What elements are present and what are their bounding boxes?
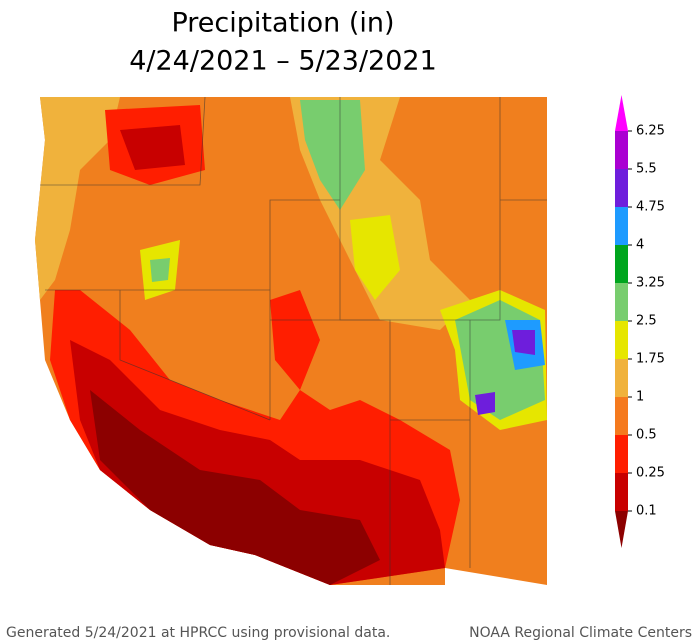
footer-left: Generated 5/24/2021 at HPRCC using provi… <box>6 625 390 641</box>
colorbar-label: 1 <box>636 390 644 405</box>
colorbar-segment <box>615 435 628 473</box>
colorbar-label: 5.5 <box>636 162 657 177</box>
colorbar-label: 0.1 <box>636 504 657 519</box>
colorbar-label: 0.5 <box>636 428 657 443</box>
colorbar-segment <box>615 473 628 511</box>
colorbar-segment <box>615 207 628 245</box>
colorbar-label: 6.25 <box>636 124 665 139</box>
colorbar-label: 4.75 <box>636 200 665 215</box>
yellow-area <box>35 97 120 300</box>
footer-right: NOAA Regional Climate Centers <box>469 625 692 641</box>
colorbar-label: 0.25 <box>636 466 665 481</box>
colorbar-segment <box>615 131 628 169</box>
yellow-area <box>350 215 400 300</box>
colorbar-label: 1.75 <box>636 352 665 367</box>
state-lines <box>40 96 547 585</box>
red-area <box>270 290 320 390</box>
colorbar-tip <box>615 95 628 131</box>
colorbar-segment <box>615 169 628 207</box>
green-area <box>150 258 170 282</box>
colorbar-label: 3.25 <box>636 276 665 291</box>
colorbar-segment <box>615 283 628 321</box>
colorbar-segment <box>615 321 628 359</box>
colorbar-segment <box>615 245 628 283</box>
purple-area <box>475 392 495 415</box>
colorbar-segment <box>615 359 628 397</box>
colorbar: 0.1 0.25 0.5 1 1.75 2.5 3.25 4 4.75 5.5 6.25 <box>615 95 665 548</box>
purple-area <box>512 330 535 355</box>
subtitle: 4/24/2021 – 5/23/2021 <box>129 46 437 77</box>
darkest-red-area <box>90 390 380 585</box>
green-area <box>300 100 365 210</box>
dark-red-area <box>120 125 185 170</box>
colorbar-label: 4 <box>636 238 644 253</box>
colorbar-segment <box>615 397 628 435</box>
colorbar-tip <box>615 511 628 548</box>
colorbar-label: 2.5 <box>636 314 657 329</box>
map <box>35 96 547 585</box>
title: Precipitation (in) <box>171 8 394 39</box>
